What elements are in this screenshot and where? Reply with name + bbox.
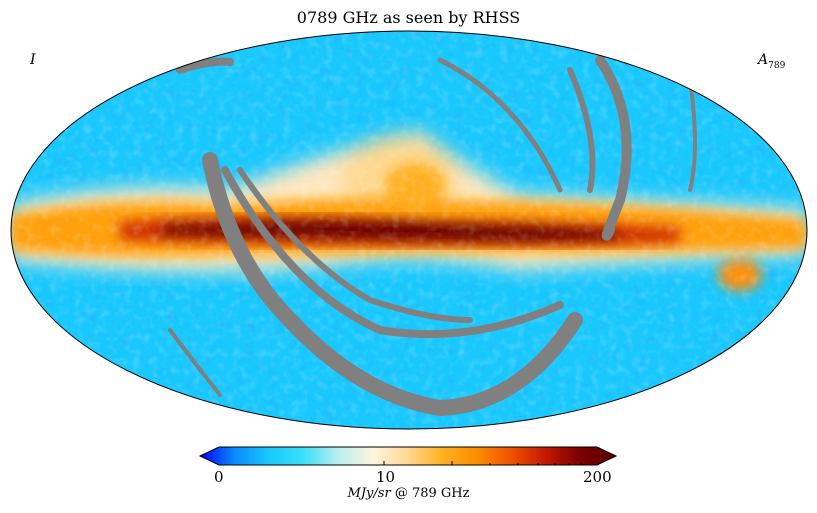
map-id-sub: 789 [768, 60, 786, 71]
map-id-label: A789 [758, 52, 785, 71]
stokes-label: I [30, 52, 36, 68]
map-id-main: A [758, 52, 769, 68]
unit-italic: MJy/sr [347, 486, 391, 501]
colorbar-bar [198, 446, 618, 466]
colorbar-unit-label: MJy/sr @ 789 GHz [0, 486, 817, 501]
colorbar-minor-ticks [451, 461, 582, 465]
colorbar-max-label: 200 [583, 468, 612, 486]
masked-scan-regions [168, 55, 697, 417]
colorbar-min-label: 0 [214, 468, 224, 486]
map-boundary [10, 30, 808, 430]
map-title: 0789 GHz as seen by RHSS [296, 8, 521, 27]
colorbar-mid-label: 10 [376, 468, 396, 486]
unit-rest: @ 789 GHz [394, 486, 470, 501]
